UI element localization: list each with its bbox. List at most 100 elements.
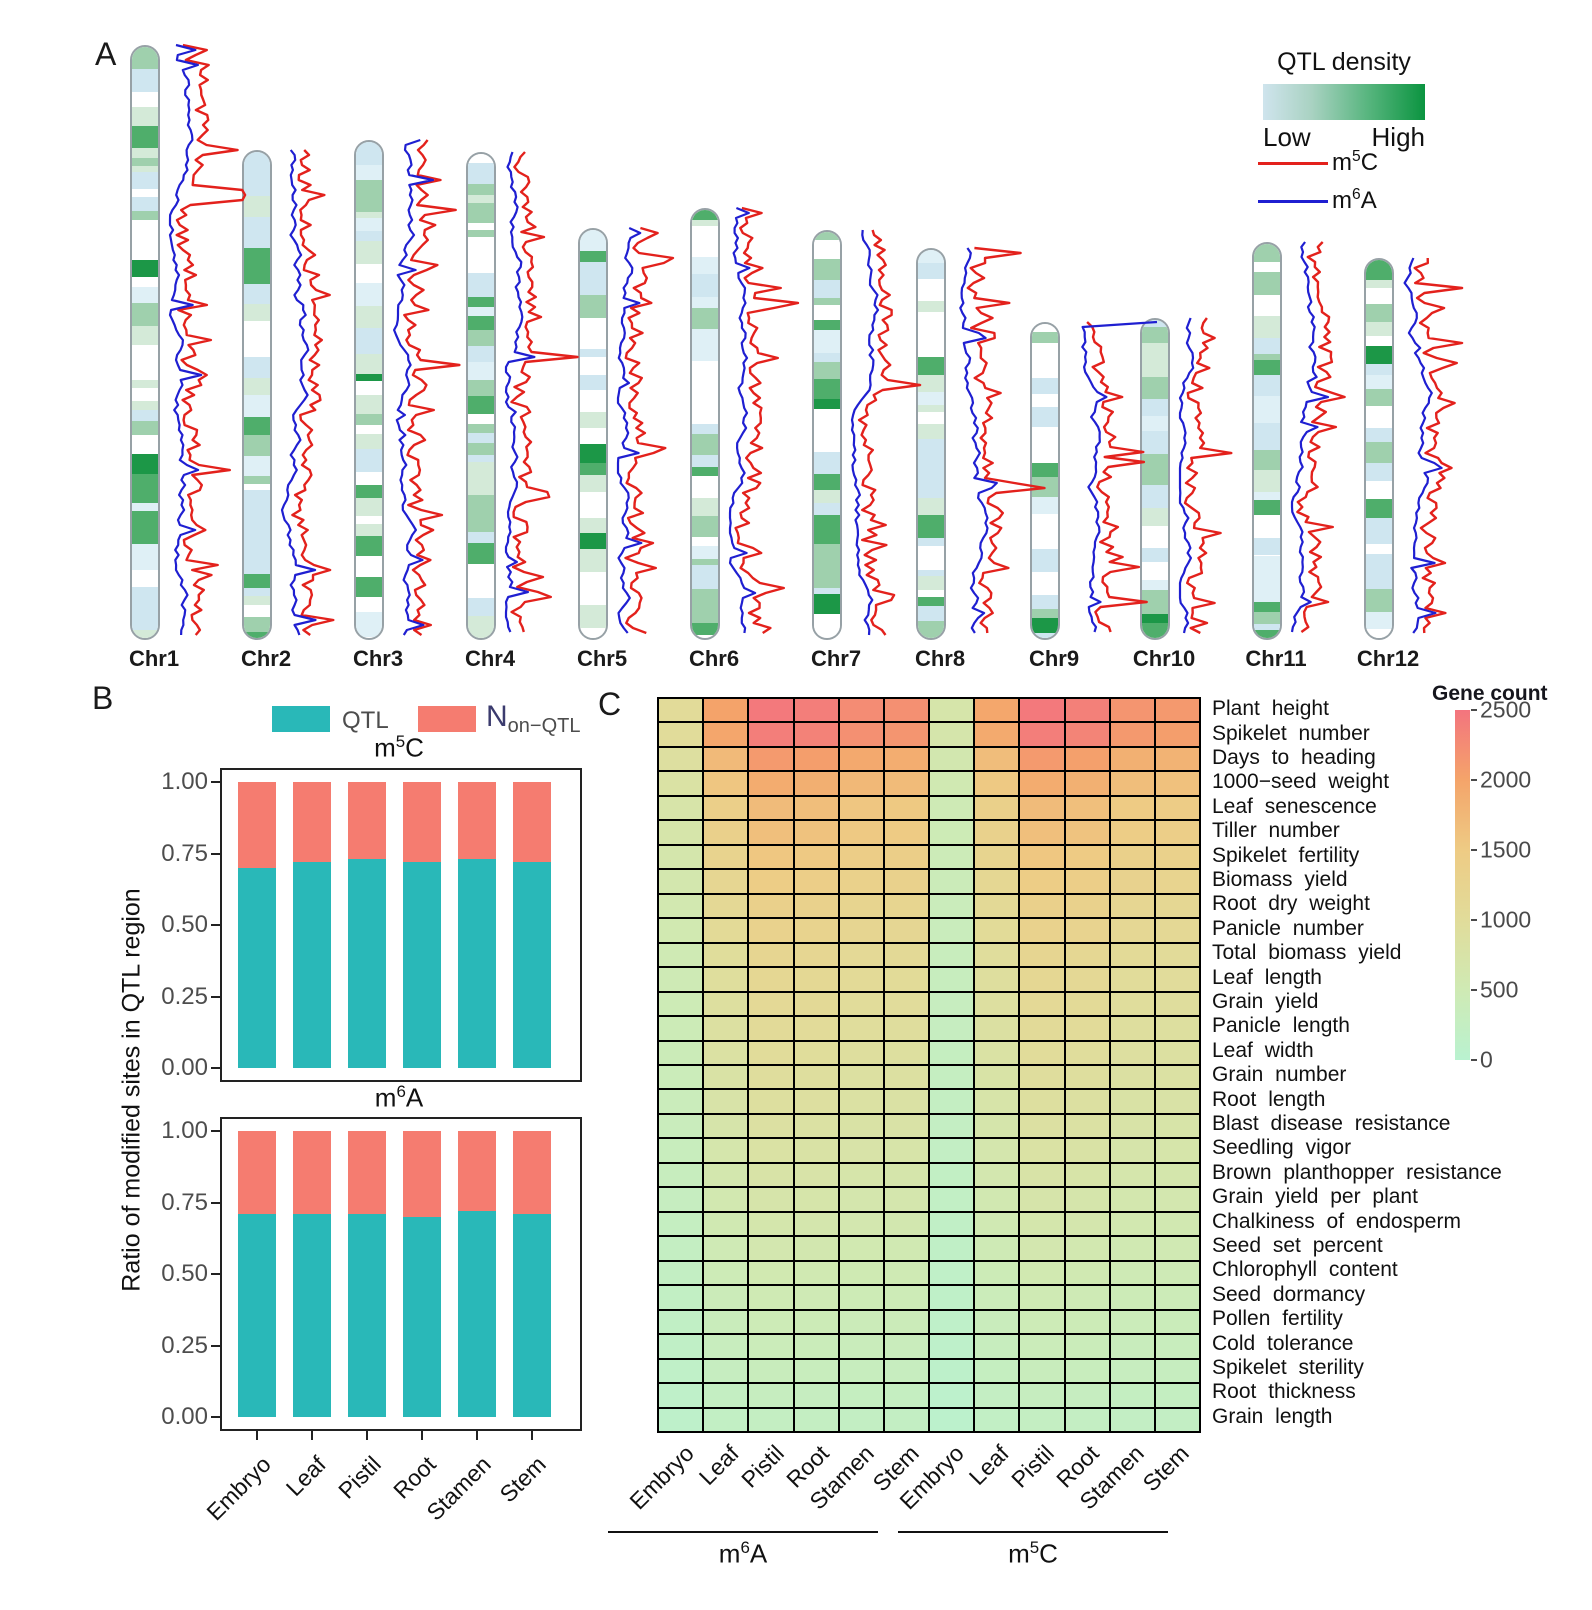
chromosome-band [918,263,944,279]
chromosome-band [244,174,270,196]
heatmap-cell [930,1359,974,1383]
heatmap-cell [975,992,1019,1016]
heatmap-cell [704,943,748,967]
m5c-bar-chart [220,768,582,1082]
chromosome-band [468,494,494,509]
qtl-bar-segment [348,859,386,1068]
chromosome-band [814,232,840,241]
m6a-trace [959,247,998,634]
chromosome-band [1254,407,1280,424]
heatmap-cell [975,1261,1019,1285]
chromosome-band [1032,514,1058,537]
chromosome-band [1032,476,1058,497]
m6a-trace [1290,241,1330,633]
heatmap-cell [975,772,1019,795]
heatmap-cell [704,894,748,918]
heatmap-column-label: Stem [1137,1436,1239,1496]
heatmap-cell [1155,919,1199,942]
chromosome-band [1032,426,1058,441]
m6a-line-swatch [1258,200,1328,204]
m6a-trace [728,206,757,634]
heatmap-cell [839,992,883,1016]
heatmap-cell [1020,821,1064,844]
chromosome-band [468,346,494,355]
heatmap-cell [1155,821,1199,844]
heatmap-cell [1020,747,1064,771]
m5c-trace [403,139,461,636]
heatmap-cell [794,772,838,795]
chromosome-band [244,195,270,217]
chromosome-band [814,502,840,516]
chromosome-band [244,377,270,396]
trait-row-label: 1000−seed weight [1212,770,1390,794]
chromosome-band [356,197,382,212]
heatmap-cell [1020,1139,1064,1162]
chromosome-band [356,414,382,426]
trait-row-label: Grain length [1212,1404,1333,1428]
chromosome-band [1032,332,1058,343]
heatmap-cell [975,747,1019,771]
heatmap-cell [794,968,838,991]
chromosome-band [1254,271,1280,295]
m5c-trace [175,43,247,636]
chromosome-band [692,329,718,346]
heatmap-cell [749,845,793,869]
legend-m6a: m6A [1258,186,1377,215]
m5c-trace [1413,257,1464,634]
heatmap-cell [884,1017,928,1040]
chromosome-band [918,439,944,455]
heatmap-cell [839,1359,883,1383]
heatmap-cell [704,870,748,893]
heatmap-cell [930,943,974,967]
chromosome-band [132,357,158,380]
m5c-chart-title: m5C [374,732,424,763]
chromosome-band [356,471,382,486]
heatmap-cell [1110,968,1154,991]
chromosome-band [1142,376,1168,400]
m6a-trace [280,149,317,636]
chromosome-band [244,356,270,378]
heatmap-cell [975,1384,1019,1407]
y-tick-mark [211,781,220,783]
chromosome-band [132,157,158,166]
heatmap-cell [1065,1139,1109,1162]
heatmap-cell [704,1090,748,1113]
heatmap-cell [1155,796,1199,820]
heatmap-cell [659,772,703,795]
heatmap-cell [884,1066,928,1089]
chromosome-band [1032,377,1058,395]
chromosome-band [580,518,606,534]
chromosome-band [814,419,840,438]
x-tick-mark [421,1431,423,1440]
heatmap-cell [659,1335,703,1358]
chromosome-band [1142,590,1168,614]
chromosome-band [468,508,494,533]
chromosome-band [244,345,270,357]
chromosome-band [918,250,944,264]
chromosome-band [468,563,494,585]
chromosome-band [132,401,158,411]
chromosome-band [918,589,944,597]
chromosome-band [814,259,840,281]
chromosome-band [580,501,606,519]
heatmap-cell [930,1139,974,1162]
chromosome-band [814,588,840,595]
chromosome-band [1254,624,1280,631]
heatmap-cell [704,1408,748,1431]
chromosome-band [692,497,718,517]
heatmap-cell [659,1163,703,1187]
chromosome-band [244,247,270,270]
heatmap-cell [659,870,703,893]
colorbar-title: Gene count [1432,682,1548,705]
heatmap-cell [1155,1359,1199,1383]
y-tick-label: 0.25 [161,1331,208,1359]
chromosome-band [814,613,840,636]
chromosome-band [580,571,606,584]
heatmap-cell [839,968,883,991]
heatmap-cell [839,796,883,820]
heatmap-cell [704,1139,748,1162]
colorbar-tick-mark [1471,709,1477,711]
heatmap-cell [1155,1212,1199,1236]
heatmap-cell [1020,943,1064,967]
chromosome-capsule [812,230,842,640]
